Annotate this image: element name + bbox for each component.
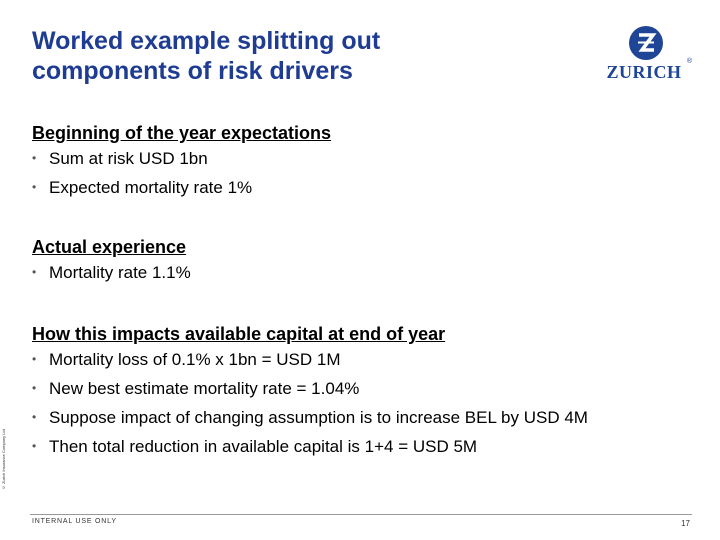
list-item: • Then total reduction in available capit… [32,432,588,461]
classification-label: INTERNAL USE ONLY [32,518,117,525]
list-item: • New best estimate mortality rate = 1.04… [32,374,588,403]
bullet-list: • Sum at risk USD 1bn • Expected mortality… [32,144,331,202]
list-item: • Sum at risk USD 1bn [32,144,331,173]
bullet-dot-icon: • [32,439,37,453]
bullet-dot-icon: • [32,410,37,424]
slide-title: Worked example splitting out components … [32,26,552,86]
section-heading: How this impacts available capital at en… [32,324,446,344]
page-number: 17 [681,519,690,528]
bullet-dot-icon: • [32,352,37,366]
list-item-text: Then total reduction in available capita… [49,437,478,456]
list-item-text: New best estimate mortality rate = 1.04% [49,379,360,398]
section-actual-experience: Actual experience • Mortality rate 1.1% [32,236,191,287]
bullet-list: • Mortality rate 1.1% [32,258,191,287]
registered-mark: ® [686,58,692,65]
copyright-notice: © Zurich Insurance Company Ltd [1,429,6,490]
zurich-wordmark: ZURICH [606,62,682,82]
footer-divider [30,514,692,515]
section-beginning-expectations: Beginning of the year expectations • Sum … [32,122,331,202]
slide-title-line-1: Worked example splitting out [32,27,381,55]
bullet-dot-icon: • [32,381,37,395]
list-item: • Expected mortality rate 1% [32,173,331,202]
bullet-dot-icon: • [32,180,37,194]
list-item-text: Sum at risk USD 1bn [49,149,208,168]
list-item-text: Mortality loss of 0.1% x 1bn = USD 1M [49,350,341,369]
slide-title-line-2: components of risk drivers [32,57,353,85]
list-item: • Suppose impact of changing assumption i… [32,403,588,432]
list-item: • Mortality loss of 0.1% x 1bn = USD 1M [32,345,588,374]
section-capital-impact: How this impacts available capital at en… [32,323,588,461]
bullet-dot-icon: • [32,265,37,279]
zurich-z-emblem-icon [629,26,663,60]
z-glyph-icon [638,33,657,52]
section-heading: Actual experience [32,237,187,257]
section-heading: Beginning of the year expectations [32,123,332,143]
list-item-text: Suppose impact of changing assumption is… [49,408,588,427]
bullet-dot-icon: • [32,151,37,165]
bullet-list: • Mortality loss of 0.1% x 1bn = USD 1M •… [32,345,588,461]
list-item-text: Mortality rate 1.1% [49,263,191,282]
list-item: • Mortality rate 1.1% [32,258,191,287]
zurich-logo: ZURICH ® [602,26,694,86]
list-item-text: Expected mortality rate 1% [49,178,253,197]
